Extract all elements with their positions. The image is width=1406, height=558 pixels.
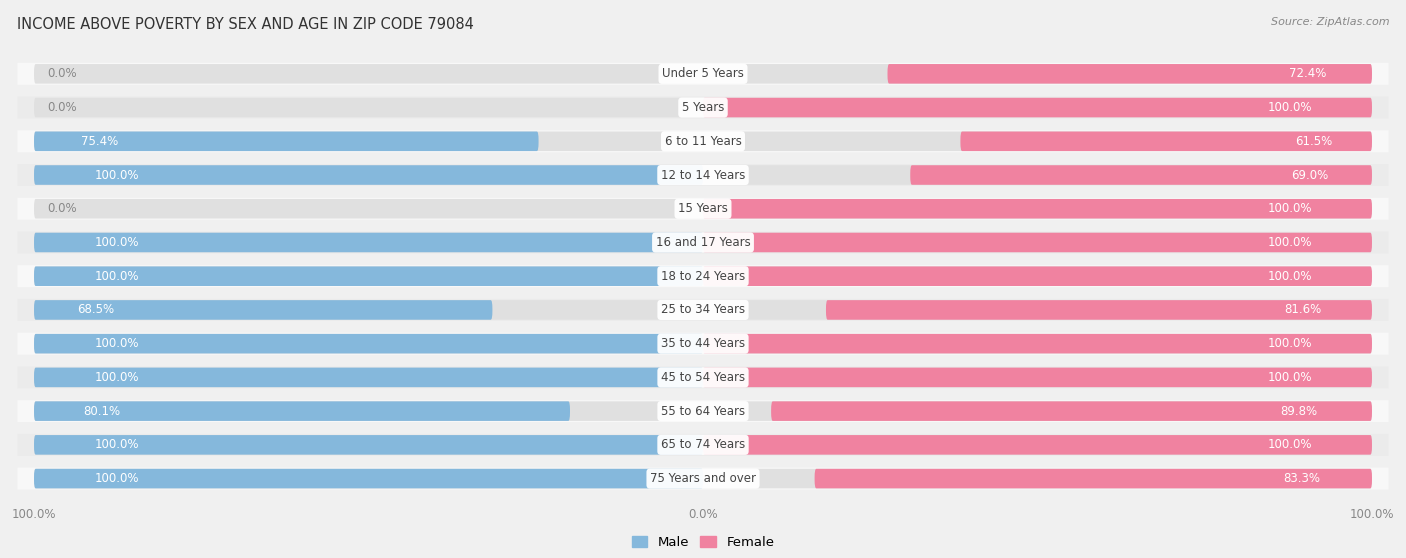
FancyBboxPatch shape [17, 164, 1389, 186]
FancyBboxPatch shape [17, 468, 1389, 489]
FancyBboxPatch shape [34, 233, 1372, 252]
FancyBboxPatch shape [17, 367, 1389, 388]
Text: 0.0%: 0.0% [48, 68, 77, 80]
FancyBboxPatch shape [17, 198, 1389, 220]
FancyBboxPatch shape [34, 165, 1372, 185]
FancyBboxPatch shape [17, 131, 1389, 152]
Text: 100.0%: 100.0% [94, 371, 139, 384]
Text: 68.5%: 68.5% [77, 304, 115, 316]
FancyBboxPatch shape [770, 401, 1372, 421]
Text: 5 Years: 5 Years [682, 101, 724, 114]
Text: 100.0%: 100.0% [1267, 371, 1312, 384]
FancyBboxPatch shape [34, 334, 1372, 353]
FancyBboxPatch shape [34, 435, 703, 455]
Text: 65 to 74 Years: 65 to 74 Years [661, 439, 745, 451]
FancyBboxPatch shape [34, 300, 1372, 320]
FancyBboxPatch shape [34, 334, 703, 353]
Legend: Male, Female: Male, Female [626, 531, 780, 554]
FancyBboxPatch shape [703, 266, 1372, 286]
Text: Under 5 Years: Under 5 Years [662, 68, 744, 80]
Text: 69.0%: 69.0% [1291, 169, 1329, 181]
Text: 72.4%: 72.4% [1289, 68, 1326, 80]
FancyBboxPatch shape [34, 233, 703, 252]
Text: 35 to 44 Years: 35 to 44 Years [661, 337, 745, 350]
Text: 100.0%: 100.0% [94, 337, 139, 350]
FancyBboxPatch shape [960, 132, 1372, 151]
Text: 0.0%: 0.0% [48, 202, 77, 215]
FancyBboxPatch shape [17, 63, 1389, 85]
Text: 81.6%: 81.6% [1284, 304, 1322, 316]
Text: 100.0%: 100.0% [1267, 101, 1312, 114]
FancyBboxPatch shape [814, 469, 1372, 488]
Text: 75 Years and over: 75 Years and over [650, 472, 756, 485]
FancyBboxPatch shape [34, 469, 1372, 488]
Text: 45 to 54 Years: 45 to 54 Years [661, 371, 745, 384]
FancyBboxPatch shape [887, 64, 1372, 84]
FancyBboxPatch shape [34, 401, 569, 421]
FancyBboxPatch shape [17, 299, 1389, 321]
Text: 83.3%: 83.3% [1284, 472, 1320, 485]
FancyBboxPatch shape [17, 265, 1389, 287]
FancyBboxPatch shape [17, 400, 1389, 422]
Text: 25 to 34 Years: 25 to 34 Years [661, 304, 745, 316]
Text: 6 to 11 Years: 6 to 11 Years [665, 135, 741, 148]
Text: 100.0%: 100.0% [1267, 337, 1312, 350]
FancyBboxPatch shape [34, 368, 703, 387]
Text: 100.0%: 100.0% [1267, 439, 1312, 451]
Text: 89.8%: 89.8% [1279, 405, 1317, 417]
FancyBboxPatch shape [703, 199, 1372, 219]
FancyBboxPatch shape [34, 266, 1372, 286]
FancyBboxPatch shape [34, 266, 703, 286]
FancyBboxPatch shape [703, 368, 1372, 387]
Text: 100.0%: 100.0% [94, 439, 139, 451]
Text: 100.0%: 100.0% [94, 270, 139, 283]
FancyBboxPatch shape [34, 132, 1372, 151]
FancyBboxPatch shape [34, 469, 703, 488]
Text: 12 to 14 Years: 12 to 14 Years [661, 169, 745, 181]
Text: 18 to 24 Years: 18 to 24 Years [661, 270, 745, 283]
FancyBboxPatch shape [34, 368, 1372, 387]
FancyBboxPatch shape [825, 300, 1372, 320]
FancyBboxPatch shape [34, 300, 492, 320]
FancyBboxPatch shape [34, 165, 703, 185]
FancyBboxPatch shape [703, 435, 1372, 455]
Text: 15 Years: 15 Years [678, 202, 728, 215]
Text: 80.1%: 80.1% [84, 405, 121, 417]
Text: 100.0%: 100.0% [1267, 202, 1312, 215]
FancyBboxPatch shape [34, 64, 1372, 84]
Text: 100.0%: 100.0% [1267, 236, 1312, 249]
FancyBboxPatch shape [17, 232, 1389, 253]
FancyBboxPatch shape [34, 98, 1372, 117]
FancyBboxPatch shape [34, 132, 538, 151]
FancyBboxPatch shape [703, 98, 1372, 117]
Text: 100.0%: 100.0% [94, 236, 139, 249]
Text: 100.0%: 100.0% [1267, 270, 1312, 283]
Text: 100.0%: 100.0% [94, 169, 139, 181]
FancyBboxPatch shape [17, 434, 1389, 456]
Text: 100.0%: 100.0% [94, 472, 139, 485]
FancyBboxPatch shape [703, 334, 1372, 353]
Text: 61.5%: 61.5% [1295, 135, 1333, 148]
Text: 0.0%: 0.0% [48, 101, 77, 114]
FancyBboxPatch shape [17, 97, 1389, 118]
FancyBboxPatch shape [703, 233, 1372, 252]
Text: 55 to 64 Years: 55 to 64 Years [661, 405, 745, 417]
Text: 16 and 17 Years: 16 and 17 Years [655, 236, 751, 249]
FancyBboxPatch shape [17, 333, 1389, 355]
Text: Source: ZipAtlas.com: Source: ZipAtlas.com [1271, 17, 1389, 27]
FancyBboxPatch shape [910, 165, 1372, 185]
FancyBboxPatch shape [34, 199, 1372, 219]
FancyBboxPatch shape [34, 435, 1372, 455]
Text: 75.4%: 75.4% [82, 135, 118, 148]
Text: INCOME ABOVE POVERTY BY SEX AND AGE IN ZIP CODE 79084: INCOME ABOVE POVERTY BY SEX AND AGE IN Z… [17, 17, 474, 32]
FancyBboxPatch shape [34, 401, 1372, 421]
